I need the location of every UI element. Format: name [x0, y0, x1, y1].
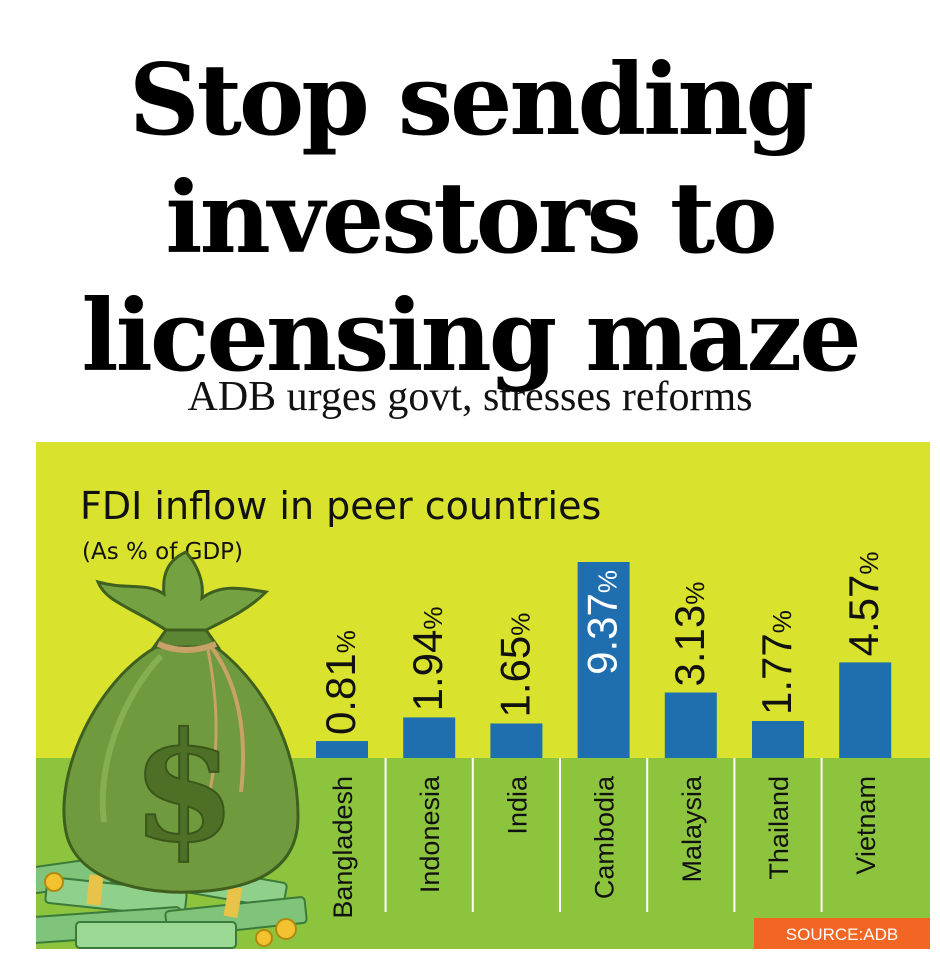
bar-indonesia	[403, 717, 456, 758]
category-label-cambodia: Cambodia	[590, 775, 620, 899]
bar-thailand	[752, 720, 804, 758]
value-label-vietnam: 4.57%	[840, 552, 887, 657]
subheadline: ADB urges govt, stresses reforms	[187, 374, 753, 420]
value-label-malaysia: 3.13%	[666, 582, 713, 687]
category-label-thailand: Thailand	[764, 776, 794, 880]
bar-india	[490, 723, 543, 758]
bar-malaysia	[664, 692, 717, 758]
bar-cambodia	[577, 562, 630, 758]
value-label-bangladesh: 0.81%	[317, 630, 364, 735]
category-label-malaysia: Malaysia	[677, 775, 707, 883]
money-bag-with-cash-stacks-icon: $	[36, 550, 308, 949]
category-label-vietnam: Vietnam	[851, 776, 881, 875]
bar-vietnam	[839, 662, 892, 758]
value-label-indonesia: 1.94%	[404, 607, 451, 712]
source-badge	[754, 918, 930, 949]
svg-text:$: $	[132, 700, 236, 876]
source-label: SOURCE:ADB	[786, 925, 898, 944]
category-label-india: India	[502, 775, 532, 835]
category-label-indonesia: Indonesia	[415, 775, 445, 893]
chart-panel: FDI inflow in peer countries (As % of GD…	[36, 442, 930, 949]
bar-chart: FDI inflow in peer countries (As % of GD…	[36, 442, 930, 949]
value-label-thailand: 1.77%	[753, 610, 800, 715]
chart-subtitle: (As % of GDP)	[82, 539, 243, 565]
value-label-india: 1.65%	[491, 613, 538, 718]
bar-bangladesh	[316, 741, 368, 758]
headline: Stop sending investors to licensing maze	[81, 43, 861, 394]
chart-title: FDI inflow in peer countries	[80, 484, 601, 528]
category-label-bangladesh: Bangladesh	[328, 776, 358, 919]
value-label-cambodia: 9.37%	[579, 570, 626, 675]
